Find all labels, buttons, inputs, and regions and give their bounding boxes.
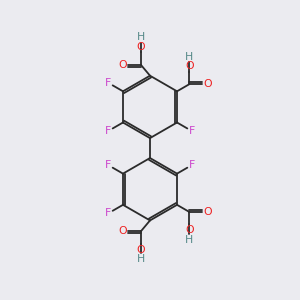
Text: F: F bbox=[105, 160, 111, 170]
Text: O: O bbox=[185, 225, 194, 235]
Text: O: O bbox=[203, 79, 212, 89]
Text: O: O bbox=[185, 61, 194, 71]
Text: O: O bbox=[118, 226, 127, 236]
Text: O: O bbox=[118, 60, 127, 70]
Text: O: O bbox=[136, 42, 145, 52]
Text: H: H bbox=[137, 254, 145, 264]
Text: H: H bbox=[185, 52, 194, 61]
Text: O: O bbox=[136, 244, 145, 254]
Text: O: O bbox=[203, 207, 212, 217]
Text: F: F bbox=[189, 126, 195, 136]
Text: F: F bbox=[105, 126, 111, 136]
Text: F: F bbox=[105, 208, 111, 218]
Text: F: F bbox=[189, 160, 195, 170]
Text: H: H bbox=[185, 235, 194, 244]
Text: H: H bbox=[137, 32, 145, 42]
Text: F: F bbox=[105, 78, 111, 88]
